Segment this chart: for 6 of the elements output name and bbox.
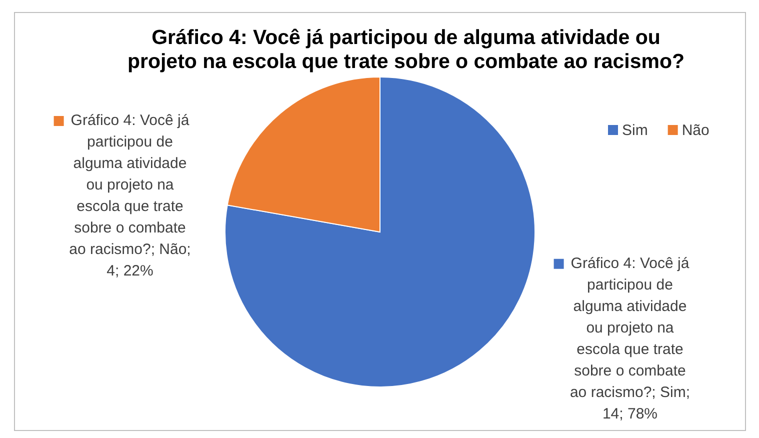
legend-label: Não bbox=[682, 122, 710, 139]
data-label: Gráfico 4: Você já participou de alguma atividade ou projeto na escola que trate sobre o combate ao racismo?; Sim; 14; 78% bbox=[570, 254, 690, 422]
legend-label: Sim bbox=[622, 122, 648, 139]
chart-title: Gráfico 4: Você já participou de alguma atividade ou projeto na escola que trate sobre o combate ao racismo? bbox=[127, 26, 685, 73]
data-label: Gráfico 4: Você já participou de alguma atividade ou projeto na escola que trate sobre o combate ao racismo?; Não; 4; 22% bbox=[69, 112, 191, 280]
pie-slice bbox=[224, 76, 536, 388]
